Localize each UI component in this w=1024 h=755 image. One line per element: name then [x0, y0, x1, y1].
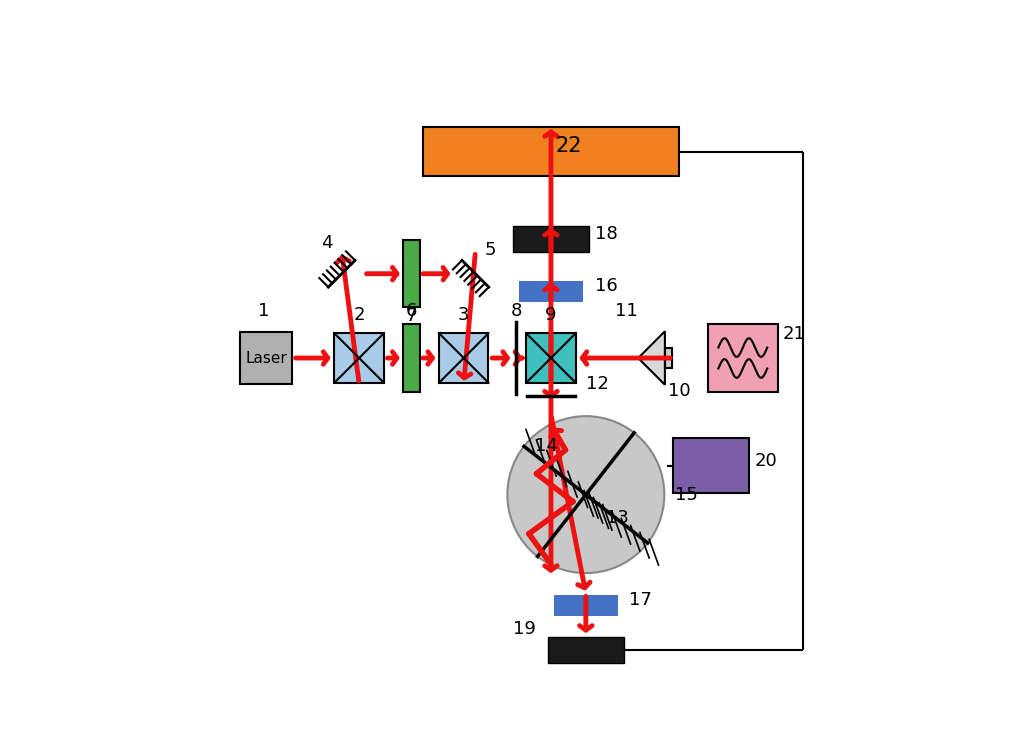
Text: 7: 7 — [406, 307, 417, 325]
Bar — [526, 333, 575, 383]
Text: 21: 21 — [782, 325, 805, 344]
Text: 20: 20 — [755, 451, 777, 470]
Text: 9: 9 — [545, 307, 557, 324]
Bar — [335, 333, 384, 383]
Text: 5: 5 — [484, 241, 496, 259]
Text: 6: 6 — [406, 301, 417, 319]
Circle shape — [507, 416, 665, 573]
Text: Laser: Laser — [245, 350, 287, 365]
Polygon shape — [638, 331, 665, 385]
Bar — [423, 128, 679, 176]
Bar — [403, 325, 420, 392]
Text: 4: 4 — [322, 233, 333, 251]
Text: 3: 3 — [458, 307, 470, 324]
Bar — [439, 333, 488, 383]
Bar — [548, 637, 624, 663]
Text: 2: 2 — [353, 307, 365, 324]
Text: 8: 8 — [510, 302, 522, 320]
Bar — [403, 240, 420, 307]
Text: 10: 10 — [668, 382, 691, 400]
Bar — [240, 332, 292, 384]
Text: 14: 14 — [535, 437, 558, 455]
Text: 16: 16 — [595, 277, 617, 295]
Text: 1: 1 — [257, 302, 269, 320]
Text: 17: 17 — [630, 591, 652, 609]
Text: 19: 19 — [513, 620, 537, 637]
Bar — [708, 325, 777, 392]
Bar — [673, 438, 749, 494]
Text: 12: 12 — [586, 374, 608, 393]
Text: 13: 13 — [606, 509, 630, 526]
Text: 15: 15 — [675, 486, 697, 504]
Text: 18: 18 — [595, 225, 617, 243]
Bar — [519, 281, 583, 302]
Bar — [513, 226, 589, 251]
Text: 11: 11 — [615, 302, 638, 320]
Text: 22: 22 — [555, 136, 582, 156]
Bar — [554, 595, 617, 615]
Bar — [665, 347, 673, 368]
